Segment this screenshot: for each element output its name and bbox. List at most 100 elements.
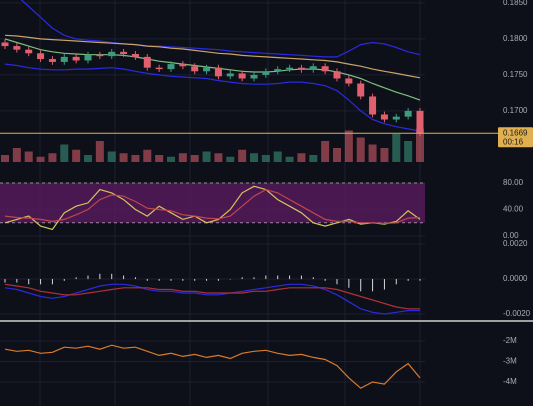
volume-bar: [84, 155, 92, 162]
volume-bar: [285, 156, 294, 162]
volume-bar: [404, 141, 413, 162]
volume-bar: [190, 155, 199, 162]
candle-body: [84, 54, 92, 61]
y-tick-label: 0.00: [503, 231, 519, 240]
pane: [0, 340, 425, 389]
volume-bar: [24, 151, 33, 162]
countdown: 00:16: [503, 137, 524, 146]
candle-body: [60, 56, 68, 62]
volume-bar: [333, 148, 341, 162]
candle-body: [380, 114, 388, 120]
histogram-bar: [229, 279, 231, 280]
volume-bar: [119, 153, 128, 162]
histogram-bar: [63, 279, 65, 281]
histogram-bar: [289, 275, 291, 280]
line-series: [4, 34, 421, 79]
candle-body: [108, 51, 116, 57]
candle-body: [262, 71, 270, 75]
volume-bar: [12, 148, 21, 162]
volume-bar: [72, 149, 81, 162]
y-tick-label: -4M: [503, 377, 517, 386]
candle-body: [309, 66, 317, 70]
histogram-bar: [253, 277, 255, 280]
volume-bar: [48, 153, 57, 162]
candle-body: [167, 64, 175, 70]
candle-body: [131, 54, 139, 57]
histogram-bar: [4, 279, 6, 283]
volume-bar: [344, 130, 353, 162]
volume-bar: [261, 155, 270, 162]
y-tick-label: 0.1700: [503, 106, 528, 115]
line-series: [4, 38, 421, 101]
histogram-bar: [360, 279, 362, 292]
volume-bar: [238, 149, 247, 162]
histogram-bar: [336, 279, 338, 285]
volume-bar: [368, 144, 377, 162]
volume-bar: [214, 153, 223, 162]
candle-body: [321, 66, 329, 72]
volume-bar: [356, 137, 365, 162]
candle-body: [179, 64, 187, 67]
candle-body: [226, 73, 234, 77]
candle-body: [404, 110, 412, 117]
histogram-bar: [182, 279, 184, 281]
pane: [0, 182, 425, 237]
histogram-bar: [40, 279, 42, 285]
y-tick-label: 0.1800: [503, 34, 528, 43]
candle-body: [96, 54, 104, 57]
histogram-bar: [407, 279, 409, 281]
histogram-bar: [241, 277, 243, 280]
candle-body: [214, 67, 222, 77]
candle-body: [120, 51, 128, 54]
histogram-bar: [99, 273, 101, 280]
line-series: [4, 283, 420, 310]
volume-bar: [36, 156, 45, 162]
y-tick-label: 80.00: [503, 178, 524, 187]
y-tick-label: 40.00: [503, 205, 524, 214]
volume-bar: [131, 155, 140, 162]
histogram-bar: [265, 275, 267, 280]
volume-bar: [226, 156, 235, 162]
y-tick-label: 0.0000: [503, 274, 528, 283]
volume-bar: [416, 128, 424, 162]
histogram-bar: [312, 277, 314, 280]
histogram-bar: [134, 277, 136, 280]
y-tick-label: 0.1850: [503, 0, 528, 7]
histogram-bar: [146, 279, 148, 281]
volume-bar: [178, 153, 187, 162]
last-price-label: 0.1669: [503, 128, 528, 137]
volume-bar: [95, 141, 104, 162]
volume-bar: [155, 155, 164, 162]
histogram-bar: [206, 279, 208, 281]
y-tick-label: 0.0020: [503, 239, 528, 248]
candle-body: [369, 96, 377, 115]
histogram-bar: [277, 275, 279, 280]
histogram-bar: [383, 279, 385, 290]
candle-body: [203, 67, 211, 72]
histogram-bar: [324, 279, 326, 281]
histogram-bar: [111, 273, 113, 280]
last-price-tag: [498, 127, 533, 148]
volume-bar: [297, 153, 306, 162]
candle-body: [143, 56, 151, 68]
candle-body: [25, 49, 33, 54]
pane: [0, 243, 425, 315]
candle-body: [250, 74, 258, 79]
histogram-bar: [51, 279, 53, 285]
volume-bar: [321, 141, 330, 162]
histogram-bar: [419, 279, 421, 281]
y-tick-label: -2M: [503, 336, 517, 345]
volume-bar: [1, 155, 9, 162]
candle-body: [191, 66, 199, 72]
candle-body: [48, 59, 56, 62]
candle-body: [238, 73, 246, 79]
y-tick-label: -3M: [503, 357, 517, 366]
histogram-bar: [194, 279, 196, 281]
candle-body: [345, 78, 353, 84]
volume-bar: [143, 149, 152, 162]
histogram-bar: [28, 279, 30, 285]
histogram-bar: [75, 277, 77, 280]
line-series: [4, 63, 421, 132]
candle-body: [13, 46, 21, 50]
